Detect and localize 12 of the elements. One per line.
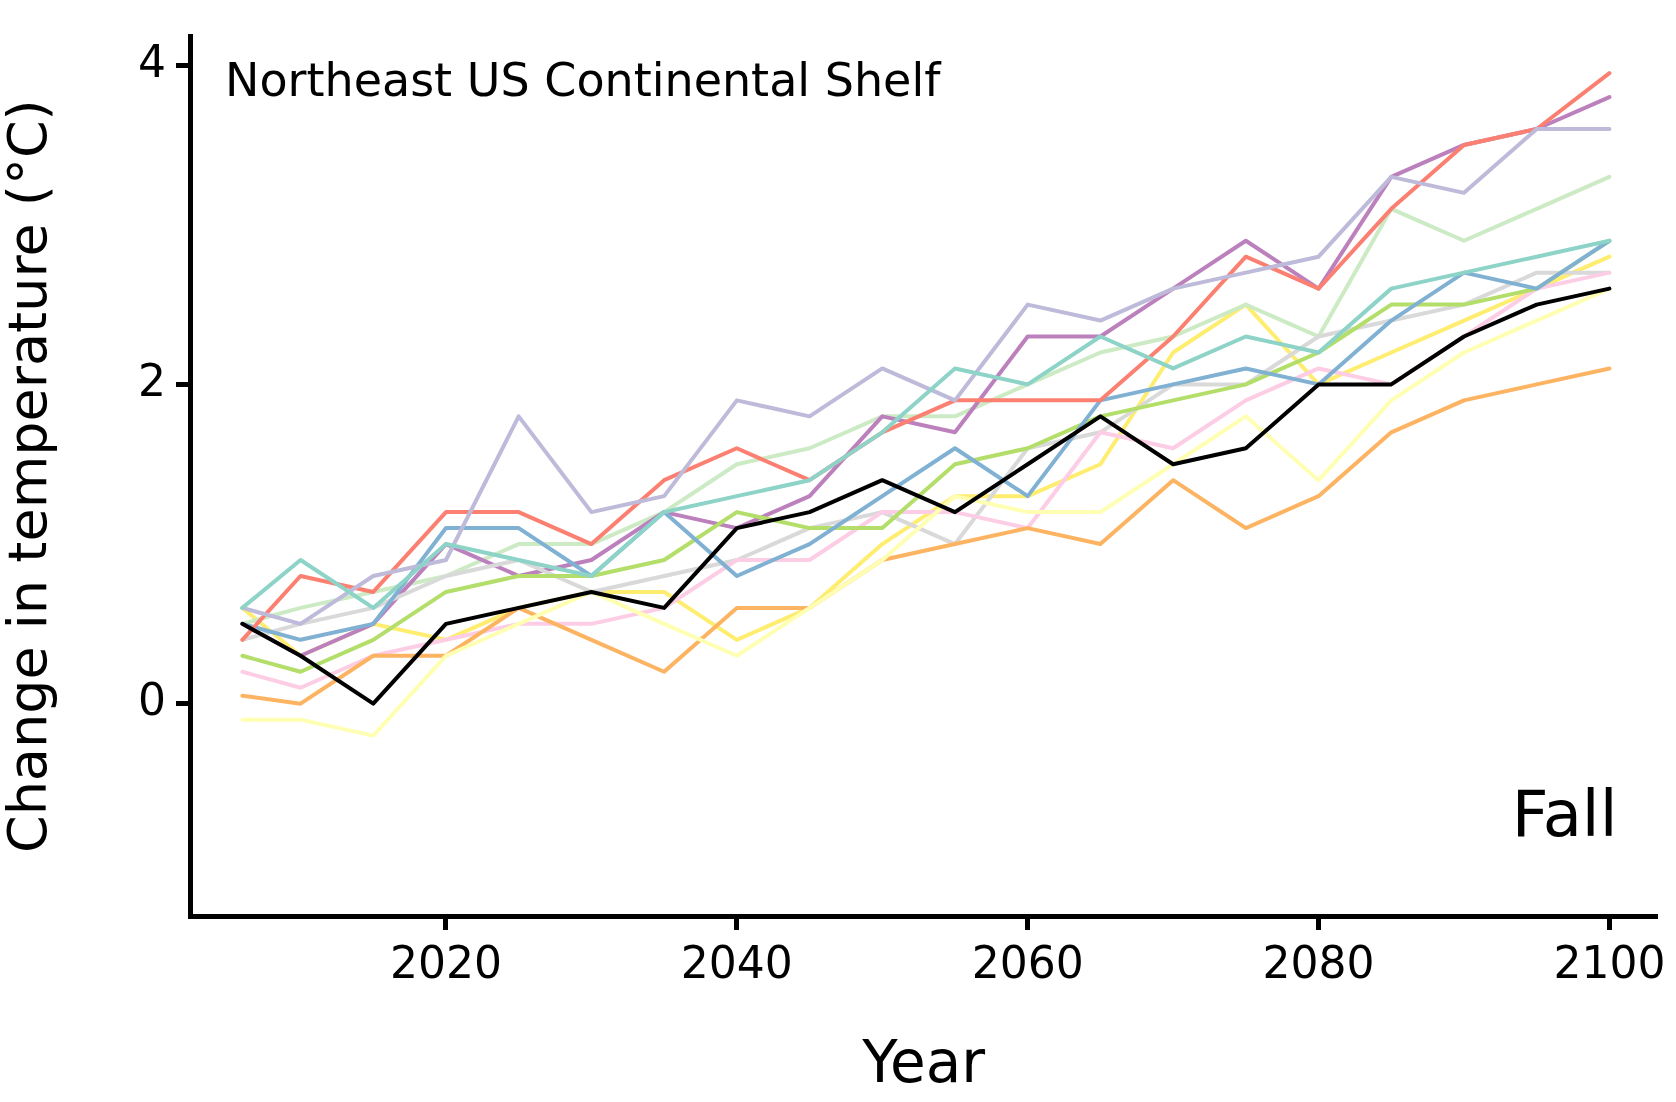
x-tick-label: 2100 — [1553, 936, 1666, 988]
y-tick-label: 0 — [138, 674, 166, 726]
annotation: Fall — [1511, 776, 1618, 851]
annotation: Northeast US Continental Shelf — [225, 53, 943, 108]
x-axis-title: Year — [861, 1028, 986, 1097]
y-axis-title: Change in temperature (°C) — [0, 99, 60, 854]
y-tick-label: 2 — [138, 354, 166, 406]
x-tick-label: 2040 — [680, 936, 793, 988]
y-tick-label: 4 — [138, 35, 166, 87]
x-tick-label: 2080 — [1262, 936, 1375, 988]
x-tick-label: 2020 — [389, 936, 502, 988]
x-tick-label: 2060 — [971, 936, 1084, 988]
